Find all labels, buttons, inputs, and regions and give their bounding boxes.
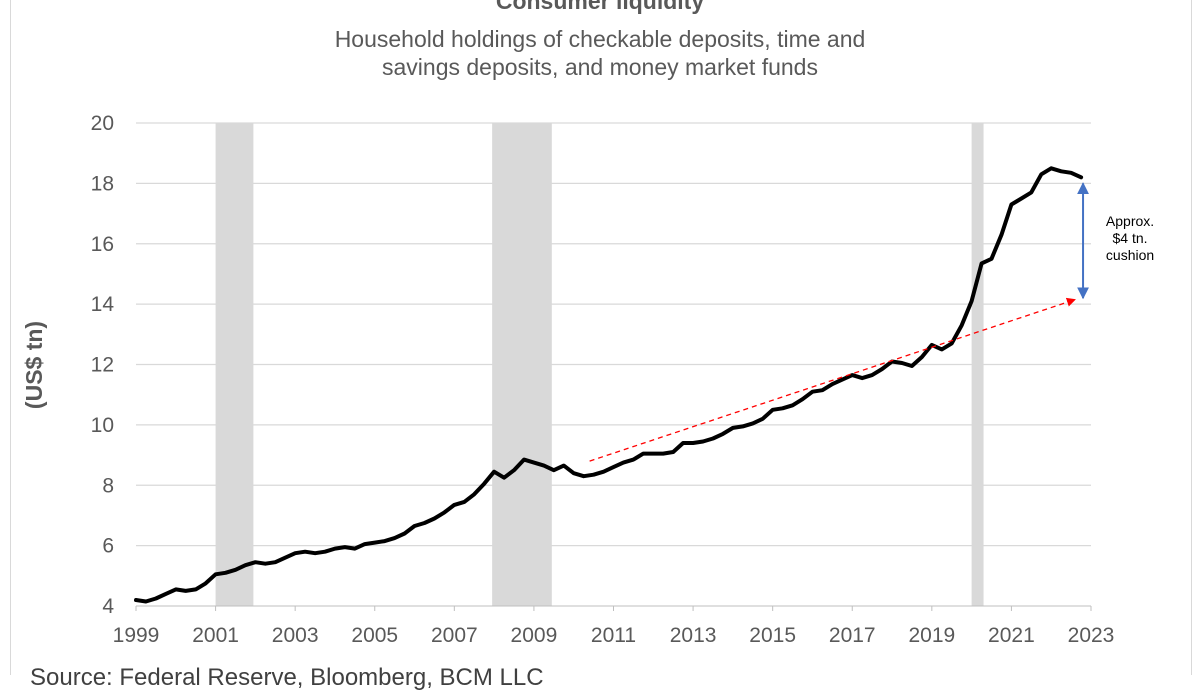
- y-tick-label-14: 14: [91, 293, 115, 316]
- y-tick-label-10: 10: [91, 414, 114, 437]
- y-tick-label-16: 16: [91, 233, 114, 256]
- series-group: [134, 166, 1084, 604]
- x-tick-label-2001: 2001: [192, 624, 239, 647]
- x-tick-label-2019: 2019: [908, 624, 955, 647]
- y-axis-ticks: 4 6 8 10 12 14 16 18 20: [91, 112, 115, 618]
- gridlines: [136, 122, 1091, 547]
- y-tick-label-20: 20: [91, 112, 114, 135]
- x-tick-label-2007: 2007: [431, 624, 478, 647]
- annotation-line-2: $4 tn.: [1113, 230, 1148, 246]
- y-tick-label-6: 6: [102, 535, 114, 558]
- series-line-1: [134, 166, 1084, 604]
- x-tick-label-2009: 2009: [511, 624, 558, 647]
- y-tick-label-18: 18: [91, 172, 114, 195]
- frame-right-border: [1191, 0, 1192, 675]
- x-tick-label-1999: 1999: [113, 624, 160, 647]
- x-tick-label-2013: 2013: [670, 624, 717, 647]
- annotation-line-1: Approx.: [1106, 213, 1154, 229]
- source-note: Source: Federal Reserve, Bloomberg, BCM …: [30, 664, 544, 691]
- y-tick-label-8: 8: [102, 474, 114, 497]
- x-tick-label-2017: 2017: [829, 624, 876, 647]
- y-axis-label: (US$ tn): [21, 321, 47, 409]
- line-chart: 4 6 8 10 12 14 16 18 20 1999 2001 2003 2005 2007 2009…: [21, 112, 1154, 647]
- y-tick-label-12: 12: [91, 354, 114, 377]
- annotation-line-3: cushion: [1106, 247, 1154, 263]
- x-tick-label-2023: 2023: [1068, 624, 1115, 647]
- frame-left-border: [10, 0, 11, 675]
- x-tick-label-2015: 2015: [749, 624, 796, 647]
- y-tick-label-4: 4: [102, 595, 114, 618]
- x-tick-label-2005: 2005: [351, 624, 398, 647]
- x-tick-label-2021: 2021: [988, 624, 1035, 647]
- chart-subtitle: Household holdings of checkable deposits…: [334, 26, 866, 80]
- x-tick-label-2003: 2003: [272, 624, 319, 647]
- x-axis-ticks: 1999 2001 2003 2005 2007 2009 2011 2013 2015 2017…: [113, 606, 1115, 647]
- chart-title: Consumer liquidity: [495, 0, 705, 14]
- x-tick-label-2011: 2011: [591, 624, 636, 647]
- trend-arrow: [589, 297, 1076, 462]
